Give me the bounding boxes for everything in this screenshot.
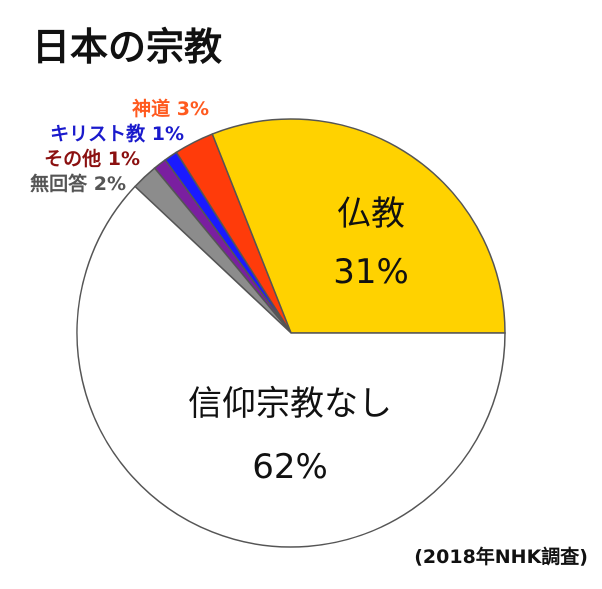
pie-labels: 仏教 31% 神道 3%キリスト教 1%その他 1%無回答 2% 信仰宗教なし 62% [30, 97, 409, 487]
slice-label-name-0: 仏教 [337, 194, 405, 234]
slice-label-value-0: 31% [333, 252, 409, 292]
slice-label-2: キリスト教 1% [50, 122, 184, 145]
pie-slice-5 [76, 185, 506, 548]
slice-label-name-5: 信仰宗教なし [188, 384, 392, 424]
pie-slices [76, 118, 506, 548]
chart-title: 日本の宗教 [32, 25, 222, 69]
slice-label-3: その他 1% [44, 147, 140, 170]
source-note: (2018年NHK調査) [414, 545, 588, 568]
pie-slice-0 [211, 118, 506, 334]
slice-label-1: 神道 3% [132, 97, 209, 120]
slice-label-4: 無回答 2% [30, 172, 126, 195]
slice-label-value-5: 62% [252, 447, 328, 487]
